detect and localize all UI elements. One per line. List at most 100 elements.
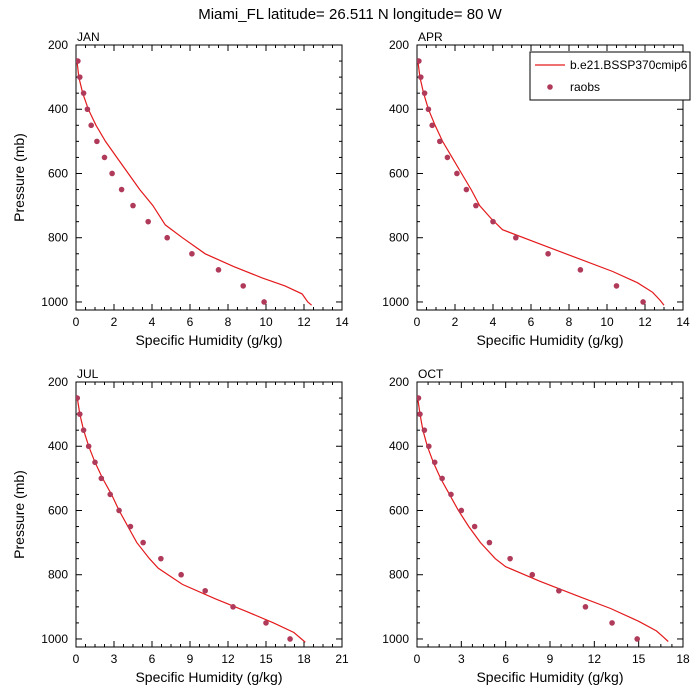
x-tick-label: 6 (502, 652, 509, 666)
raobs-point (145, 218, 151, 225)
x-tick-label: 12 (221, 652, 235, 666)
x-axis-label: Specific Humidity (g/kg) (476, 332, 623, 348)
raobs-point (640, 299, 646, 305)
raobs-point (473, 202, 479, 209)
plot-area (417, 58, 665, 306)
panel-label: JAN (77, 30, 100, 44)
panel-oct: 0 3 6 9 12 15 18 200 400 600 800 1000 OCT Specific Hu… (382, 367, 690, 685)
y-tick-label: 1000 (41, 632, 68, 646)
x-tick-label: 9 (187, 652, 194, 666)
raobs-point (417, 395, 422, 401)
raobs-point (454, 170, 460, 177)
raobs-point (107, 491, 113, 498)
x-axis-label: Specific Humidity (g/kg) (135, 332, 282, 348)
raobs-point (158, 555, 164, 562)
x-tick-label: 8 (566, 315, 573, 329)
raobs-point (490, 218, 496, 225)
panel-jul: 0 3 6 9 12 15 18 21 200 400 600 800 1000 JUL Specific … (11, 367, 349, 685)
raobs-point (429, 122, 436, 129)
raobs-point (240, 283, 246, 289)
y-tick-label: 400 (389, 439, 409, 453)
raobs-point (439, 475, 445, 482)
x-tick-label: 3 (458, 652, 465, 666)
legend-box (529, 51, 691, 101)
y-tick-label: 1000 (382, 295, 409, 309)
raobs-point (92, 459, 98, 466)
raobs-point (426, 443, 432, 450)
y-axis-label: Pressure (mb) (11, 133, 27, 222)
legend-line-label: b.e21.BSSP370cmip6 (570, 58, 688, 72)
legend-marker-label: raobs (570, 80, 600, 94)
raobs-point (178, 571, 184, 578)
y-tick-label: 1000 (41, 295, 68, 309)
raobs-point (80, 90, 87, 96)
y-tick-label: 200 (389, 375, 409, 389)
figure-title: Miami_FL latitude= 26.511 N longitude= 8… (198, 6, 502, 23)
raobs-point (230, 604, 236, 610)
raobs-point (421, 90, 428, 96)
x-tick-label: 12 (588, 652, 602, 666)
raobs-point (529, 571, 536, 578)
raobs-point (471, 523, 478, 530)
raobs-point (444, 154, 451, 161)
legend-marker-swatch (547, 84, 553, 90)
x-tick-label: 8 (225, 315, 232, 329)
raobs-point (431, 459, 438, 466)
plot-area (417, 395, 669, 642)
y-tick-label: 200 (48, 375, 68, 389)
raobs-point (287, 636, 293, 642)
x-axis-label: Specific Humidity (g/kg) (476, 669, 623, 685)
raobs-point (486, 539, 493, 546)
raobs-point (634, 636, 640, 642)
raobs-point (613, 283, 620, 289)
y-tick-label: 600 (48, 166, 68, 180)
y-tick-label: 400 (389, 102, 409, 116)
x-tick-label: 2 (111, 315, 118, 329)
raobs-point (189, 250, 195, 257)
x-tick-label: 12 (297, 315, 311, 329)
panel-label: JUL (77, 367, 99, 381)
y-tick-label: 400 (48, 102, 68, 116)
raobs-point (417, 411, 423, 417)
panel-jan: 0 2 4 6 8 10 12 14 200 400 600 800 1000 JAN Specific H… (11, 30, 349, 348)
raobs-point (545, 250, 551, 257)
raobs-point (418, 74, 424, 80)
x-tick-label: 6 (187, 315, 194, 329)
raobs-point (140, 539, 146, 546)
x-tick-label: 0 (73, 652, 80, 666)
x-tick-label: 14 (676, 315, 690, 329)
raobs-point (77, 411, 83, 417)
panel-label: OCT (418, 367, 444, 381)
x-tick-label: 0 (414, 315, 421, 329)
raobs-point (437, 138, 443, 145)
x-tick-label: 18 (297, 652, 311, 666)
y-tick-label: 800 (389, 568, 409, 582)
raobs-point (118, 186, 125, 193)
x-tick-label: 0 (414, 652, 421, 666)
raobs-point (417, 58, 422, 64)
panel-apr: 0 2 4 6 8 10 12 14 200 400 600 800 1000 APR Specific H… (382, 30, 691, 348)
y-tick-label: 200 (48, 38, 68, 52)
raobs-point (101, 154, 108, 161)
y-tick-label: 600 (389, 166, 409, 180)
x-tick-label: 2 (452, 315, 459, 329)
plot-area (76, 58, 312, 306)
raobs-point (556, 587, 562, 594)
x-tick-label: 10 (259, 315, 273, 329)
raobs-point (215, 267, 222, 273)
raobs-point (261, 299, 267, 305)
raobs-point (85, 443, 92, 450)
raobs-point (609, 620, 615, 626)
x-tick-label: 4 (490, 315, 497, 329)
raobs-point (130, 202, 136, 209)
raobs-point (77, 74, 83, 80)
raobs-point (582, 604, 589, 610)
x-tick-label: 15 (632, 652, 646, 666)
y-tick-label: 400 (48, 439, 68, 453)
y-tick-label: 1000 (382, 632, 409, 646)
raobs-point (463, 186, 470, 193)
x-tick-label: 21 (335, 652, 349, 666)
x-axis-label: Specific Humidity (g/kg) (135, 669, 282, 685)
